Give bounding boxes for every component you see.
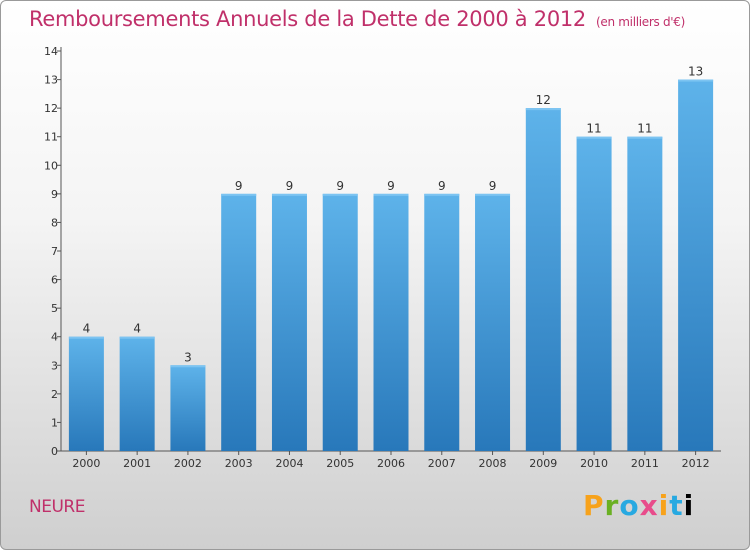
bar: [424, 193, 460, 451]
x-tick-label: 2009: [529, 457, 557, 470]
bar-value-label: 4: [133, 322, 141, 336]
x-tick-label: 2006: [377, 457, 405, 470]
bar-highlight: [170, 365, 206, 368]
bar: [373, 193, 409, 451]
bar: [576, 136, 612, 451]
bar-highlight: [221, 193, 257, 196]
logo-letter: x: [639, 489, 659, 522]
logo-letter: i: [683, 489, 695, 522]
bar-value-label: 9: [387, 179, 395, 193]
bar-value-label: 3: [184, 350, 192, 364]
bar-highlight: [271, 193, 307, 196]
bar-value-label: 9: [286, 179, 294, 193]
y-tick-label: 6: [51, 274, 58, 287]
bar: [68, 336, 104, 451]
bar: [271, 193, 307, 451]
bar-highlight: [576, 136, 612, 139]
y-tick-label: 9: [51, 188, 58, 201]
x-tick-label: 2002: [174, 457, 202, 470]
bar-value-label: 13: [688, 65, 703, 79]
chart-labels: 4 2000 4 2001 3 2002 9 2003 9 2004 9 2005 9 2006 9 2007…: [72, 65, 709, 470]
bar-highlight: [119, 336, 155, 339]
chart-subtitle: (en milliers d'€): [596, 15, 686, 29]
y-tick-label: 8: [51, 216, 58, 229]
x-tick-label: 2007: [428, 457, 456, 470]
x-tick-label: 2004: [275, 457, 303, 470]
y-tick-label: 12: [44, 102, 58, 115]
x-tick-label: 2001: [123, 457, 151, 470]
bar-highlight: [627, 136, 663, 139]
proxiti-logo: Proxiti: [583, 489, 694, 522]
bar-value-label: 11: [586, 122, 601, 136]
x-tick-label: 2010: [580, 457, 608, 470]
x-tick-label: 2012: [682, 457, 710, 470]
y-tick-label: 11: [44, 131, 58, 144]
logo-letter: P: [583, 489, 605, 522]
bar: [525, 108, 561, 452]
bar: [170, 365, 206, 451]
y-tick-label: 3: [51, 359, 58, 372]
bar: [678, 79, 714, 452]
y-tick-label: 10: [44, 159, 58, 172]
bar-highlight: [373, 193, 409, 196]
bar-highlight: [424, 193, 460, 196]
bar: [475, 193, 511, 451]
bar-value-label: 9: [336, 179, 344, 193]
bar-value-label: 9: [489, 179, 497, 193]
x-tick-label: 2005: [326, 457, 354, 470]
bar-value-label: 9: [438, 179, 446, 193]
chart-bars: [68, 79, 714, 452]
bar: [627, 136, 663, 451]
bar: [221, 193, 257, 451]
logo-letter: i: [658, 489, 670, 522]
logo-letter: r: [604, 489, 620, 522]
bar: [119, 336, 155, 451]
logo-letter: o: [619, 489, 640, 522]
bar-value-label: 4: [83, 322, 91, 336]
chart-title: Remboursements Annuels de la Dette de 20…: [29, 7, 685, 31]
y-tick-label: 1: [51, 416, 58, 429]
y-tick-label: 4: [51, 331, 58, 344]
bar: [322, 193, 358, 451]
bar-value-label: 12: [536, 93, 551, 107]
bar-highlight: [68, 336, 104, 339]
bar-highlight: [322, 193, 358, 196]
y-tick-label: 14: [44, 45, 58, 58]
y-tick-label: 0: [51, 445, 58, 458]
logo-letter: t: [669, 489, 684, 522]
bar-highlight: [678, 79, 714, 82]
x-tick-label: 2003: [225, 457, 253, 470]
y-tick-label: 2: [51, 388, 58, 401]
y-tick-label: 13: [44, 74, 58, 87]
commune-name: NEURE: [29, 497, 85, 517]
bar-value-label: 9: [235, 179, 243, 193]
y-tick-label: 7: [51, 245, 58, 258]
x-tick-label: 2008: [479, 457, 507, 470]
chart-title-text: Remboursements Annuels de la Dette de 20…: [29, 7, 586, 31]
x-tick-label: 2000: [72, 457, 100, 470]
bar-highlight: [475, 193, 511, 196]
bar-highlight: [525, 108, 561, 111]
bar-value-label: 11: [637, 122, 652, 136]
y-tick-label: 5: [51, 302, 58, 315]
x-tick-label: 2011: [631, 457, 659, 470]
